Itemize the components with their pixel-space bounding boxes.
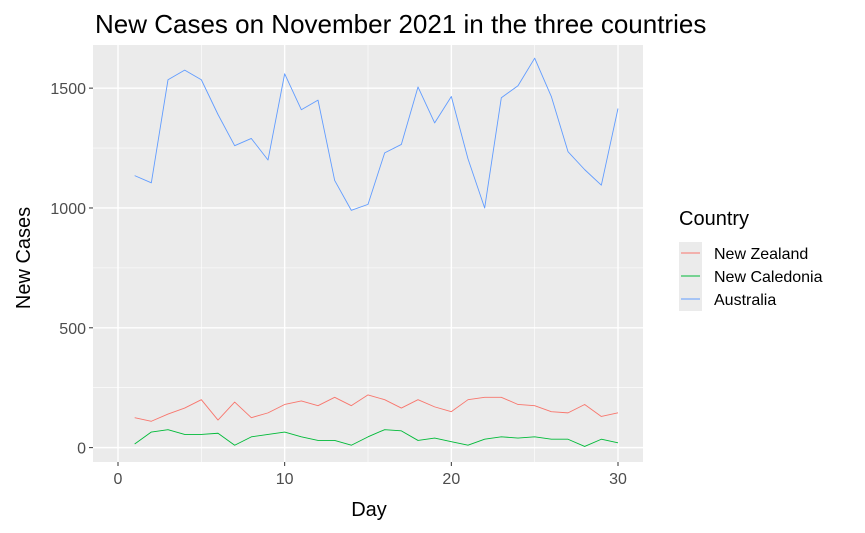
plot-panel [93,45,643,462]
series-line-new-zealand [134,394,619,422]
y-tick-label: 1500 [50,81,86,98]
series-lines [134,57,619,447]
series-line-australia [134,57,619,211]
chart-title: New Cases on November 2021 in the three … [95,9,706,39]
y-tick-label: 500 [59,321,86,338]
legend-items: New Zealand New Caledonia Australia [679,242,823,311]
y-tick-label: 0 [77,441,86,458]
x-tick-label: 20 [442,471,460,488]
legend-label: New Zealand [714,246,808,263]
legend: Country New Zealand New Caledonia Australi… [679,208,823,311]
x-tick-label: 10 [276,471,294,488]
axis-ticks: 0 10 20 30 0 500 1000 1500 [50,81,627,488]
y-tick-label: 1000 [50,201,86,218]
legend-label: Australia [714,292,776,309]
series-line-new-caledonia [134,429,619,447]
x-tick-label: 30 [609,471,627,488]
legend-label: New Caledonia [714,269,823,286]
legend-title: Country [679,208,749,230]
legend-item-new-caledonia: New Caledonia [679,265,823,288]
y-axis-title: New Cases [13,207,35,309]
legend-item-australia: Australia [679,288,776,311]
x-axis-title: Day [351,499,387,521]
legend-item-new-zealand: New Zealand [679,242,808,265]
x-tick-label: 0 [114,471,123,488]
